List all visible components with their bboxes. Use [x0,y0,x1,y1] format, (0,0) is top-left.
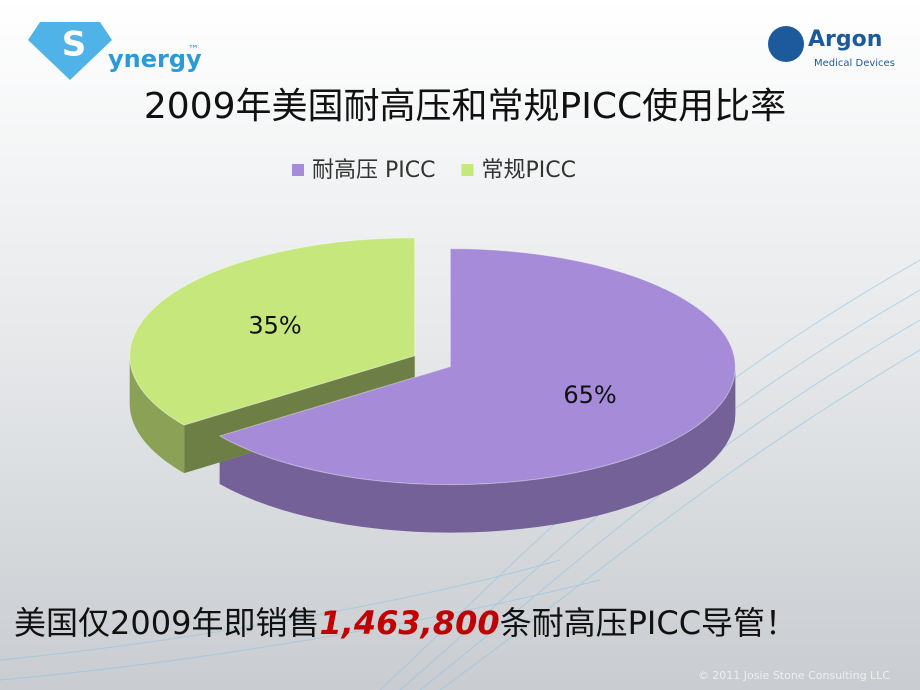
legend-swatch [292,164,304,176]
slice-side-shade [129,355,185,474]
slice-side [219,366,736,533]
legend-swatch [461,164,474,176]
argon-sub: Medical Devices [814,58,895,69]
logo-text: ynergy [108,45,202,73]
copyright: © 2011 Josie Stone Consulting LLC [698,669,890,682]
slice-side [129,355,185,474]
logo-s: S [62,25,87,65]
pie-slice [218,248,736,486]
logo-shield [28,22,112,80]
argon-logo [768,26,804,62]
footer-text: 美国仅2009年即销售1,463,800条耐高压PICC导管！ [14,604,797,642]
data-label: 35% [248,311,301,339]
legend-label: 常规PICC [481,158,575,183]
data-label: 65% [563,381,616,409]
pie-slice [129,237,416,426]
argon-name: Argon [808,27,882,52]
legend-label: 耐高压 PICC [312,158,435,183]
slice-side-shade [219,366,736,533]
chart-title: 2009年美国耐高压和常规PICC使用比率 [144,86,786,127]
logo-tm: ™ [188,43,199,56]
